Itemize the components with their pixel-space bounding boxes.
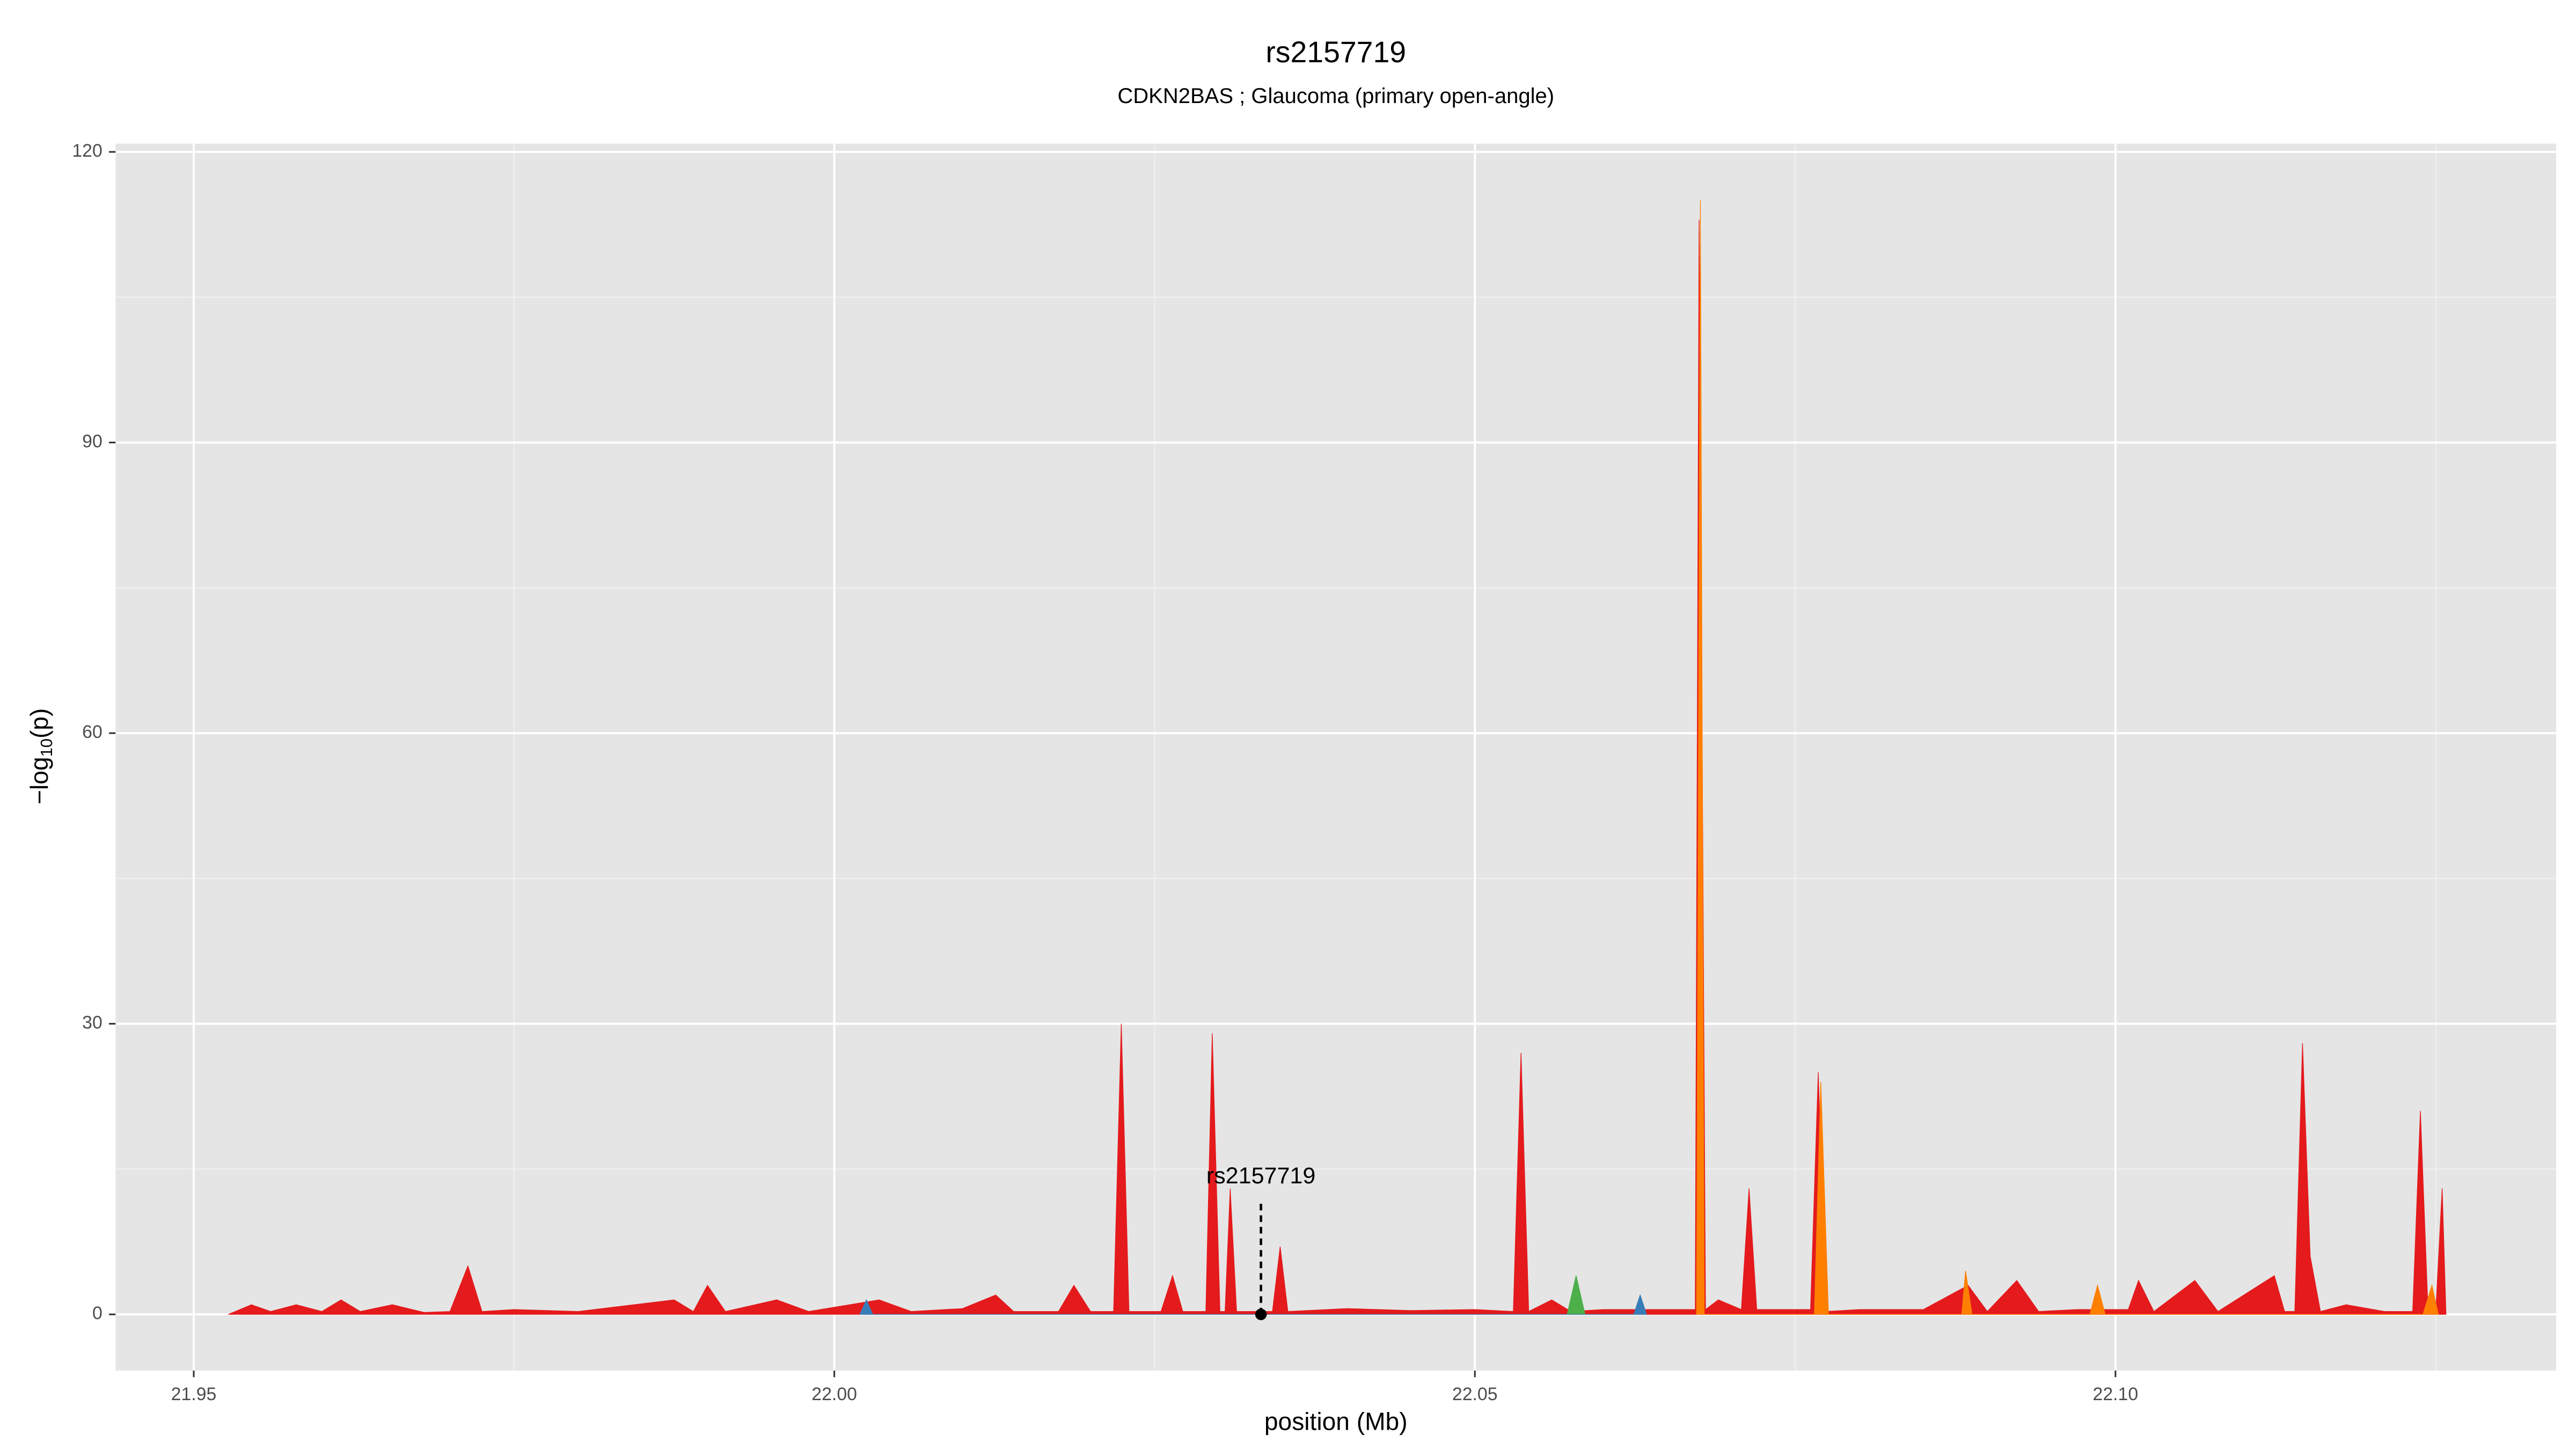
annotation-point [1255, 1308, 1267, 1320]
plot-panel [115, 143, 2557, 1371]
y-axis-label: −log10(p) [25, 708, 56, 804]
area [859, 1294, 1647, 1315]
y-tick-label: 90 [82, 431, 103, 452]
y-tick-label: 30 [82, 1013, 103, 1033]
y-label-suffix: (p) [25, 708, 53, 738]
y-tick-label: 60 [82, 722, 103, 742]
x-tick-label: 22.05 [1452, 1384, 1498, 1404]
area [228, 219, 2447, 1315]
y-tick-label: 0 [92, 1303, 103, 1323]
x-axis-label: position (Mb) [1264, 1407, 1408, 1435]
x-tick-label: 21.95 [171, 1384, 217, 1404]
y-label-base: −log [25, 757, 53, 804]
x-tick-label: 22.00 [811, 1384, 857, 1404]
area [1696, 200, 2439, 1315]
annotation-label: rs2157719 [1206, 1163, 1316, 1189]
chart-subtitle: CDKN2BAS ; Glaucoma (primary open-angle) [1117, 84, 1554, 108]
y-label-subscript: 10 [37, 738, 56, 757]
chart-title: rs2157719 [1265, 35, 1406, 69]
x-tick-label: 22.10 [2093, 1384, 2139, 1404]
y-tick-label: 120 [72, 141, 102, 161]
